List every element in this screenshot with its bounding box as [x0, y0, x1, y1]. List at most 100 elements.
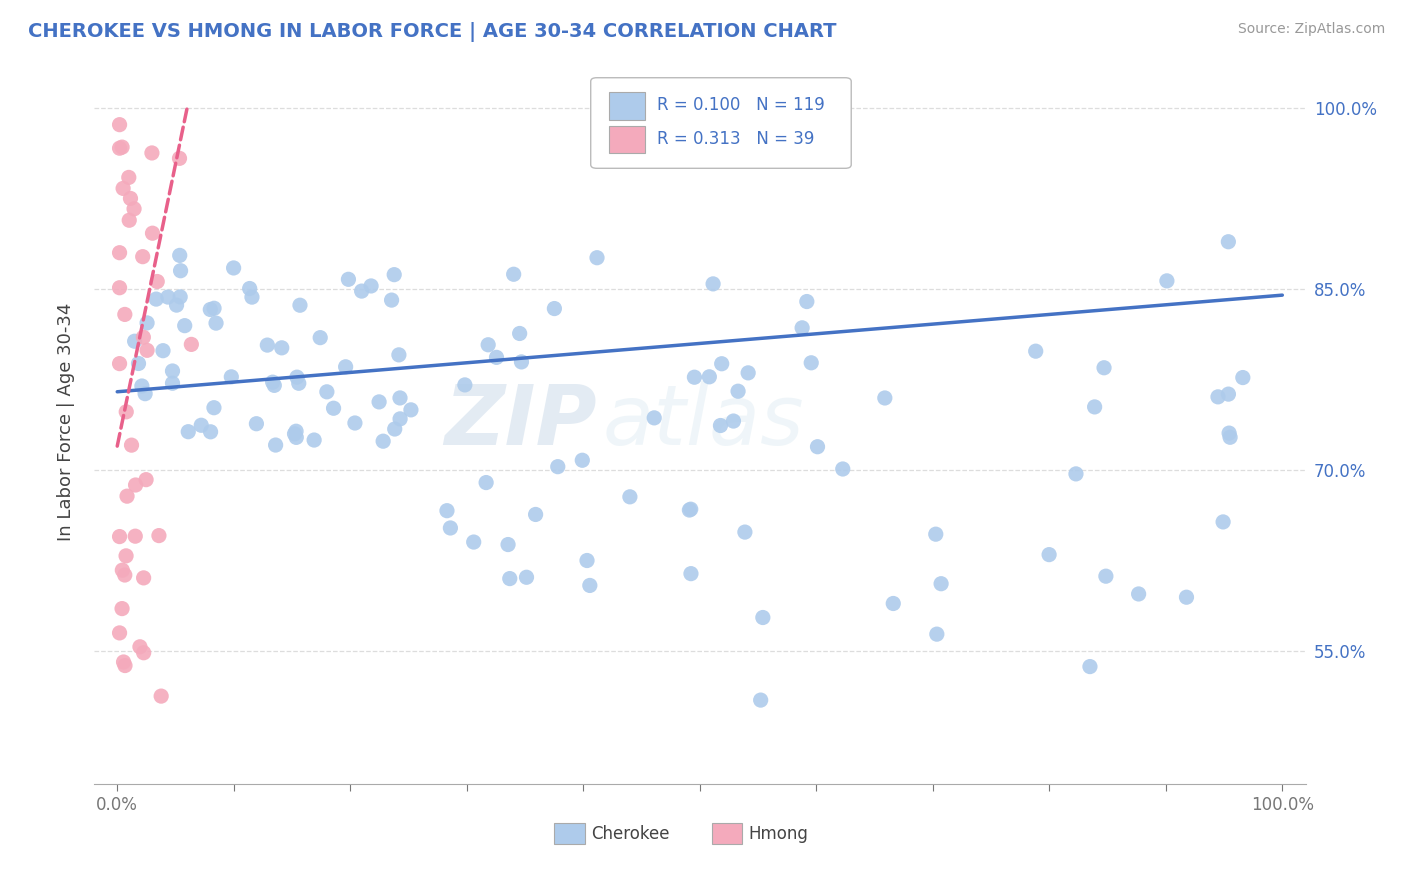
Point [124, 334, 146, 349]
Point [1128, 587, 1150, 601]
Point [156, 290, 179, 304]
Point [752, 610, 775, 624]
Point [496, 537, 519, 551]
Point [111, 601, 134, 615]
Point [335, 359, 357, 374]
Point [264, 438, 287, 452]
Text: R = 0.313   N = 39: R = 0.313 N = 39 [658, 129, 814, 147]
Point [173, 318, 195, 333]
FancyBboxPatch shape [554, 822, 585, 845]
Point [873, 391, 896, 405]
Point [678, 503, 700, 517]
Point [571, 453, 593, 467]
Point [831, 462, 853, 476]
Point [108, 141, 131, 155]
Point [702, 277, 724, 291]
Text: ZIP: ZIP [444, 382, 596, 462]
Point [382, 268, 405, 282]
Point [114, 658, 136, 673]
Point [152, 343, 174, 358]
Point [723, 414, 745, 428]
Point [166, 298, 188, 312]
Point [439, 521, 461, 535]
Point [114, 307, 136, 321]
Point [285, 430, 308, 444]
Point [118, 213, 141, 227]
Point [1064, 467, 1087, 481]
Point [436, 504, 458, 518]
Point [499, 572, 522, 586]
Text: Source: ZipAtlas.com: Source: ZipAtlas.com [1237, 22, 1385, 37]
Point [256, 338, 278, 352]
Point [734, 525, 756, 540]
Point [148, 528, 170, 542]
Point [128, 356, 150, 370]
Point [619, 490, 641, 504]
Point [737, 366, 759, 380]
Point [1078, 659, 1101, 673]
Point [200, 302, 222, 317]
Point [1038, 548, 1060, 562]
Point [118, 170, 141, 185]
Point [141, 145, 163, 160]
Point [1206, 390, 1229, 404]
Point [129, 640, 152, 654]
Point [1156, 274, 1178, 288]
Text: Cherokee: Cherokee [591, 824, 669, 843]
Point [475, 475, 498, 490]
Point [463, 535, 485, 549]
Point [925, 527, 948, 541]
Point [381, 293, 404, 307]
Point [350, 284, 373, 298]
Point [287, 376, 309, 391]
Point [343, 416, 366, 430]
Point [124, 529, 146, 543]
Point [586, 251, 609, 265]
Point [524, 508, 547, 522]
Point [576, 553, 599, 567]
Point [1025, 344, 1047, 359]
Point [477, 338, 499, 352]
Point [200, 425, 222, 439]
Point [202, 401, 225, 415]
Point [146, 275, 169, 289]
Point [135, 473, 157, 487]
Point [245, 417, 267, 431]
Point [882, 597, 904, 611]
Point [384, 422, 406, 436]
Point [388, 348, 411, 362]
Point [180, 337, 202, 351]
Point [288, 298, 311, 312]
Point [240, 290, 263, 304]
Point [1095, 569, 1118, 583]
Point [1219, 430, 1241, 444]
Point [285, 424, 308, 438]
Text: Hmong: Hmong [748, 824, 808, 843]
Point [710, 357, 733, 371]
Point [1092, 360, 1115, 375]
Point [485, 351, 508, 365]
Point [389, 412, 412, 426]
Point [108, 281, 131, 295]
Point [108, 118, 131, 132]
Point [202, 301, 225, 316]
Point [115, 549, 138, 563]
Point [727, 384, 749, 399]
Point [270, 341, 292, 355]
Point [141, 226, 163, 240]
FancyBboxPatch shape [609, 126, 645, 153]
Point [1218, 235, 1240, 249]
Point [162, 376, 184, 391]
Point [132, 571, 155, 585]
Point [136, 316, 159, 330]
Point [1212, 515, 1234, 529]
Point [399, 402, 422, 417]
Point [547, 459, 569, 474]
Point [145, 292, 167, 306]
Point [806, 440, 828, 454]
Text: atlas: atlas [603, 382, 804, 462]
FancyBboxPatch shape [609, 92, 645, 120]
Point [699, 369, 721, 384]
Point [709, 418, 731, 433]
Point [1218, 426, 1240, 441]
